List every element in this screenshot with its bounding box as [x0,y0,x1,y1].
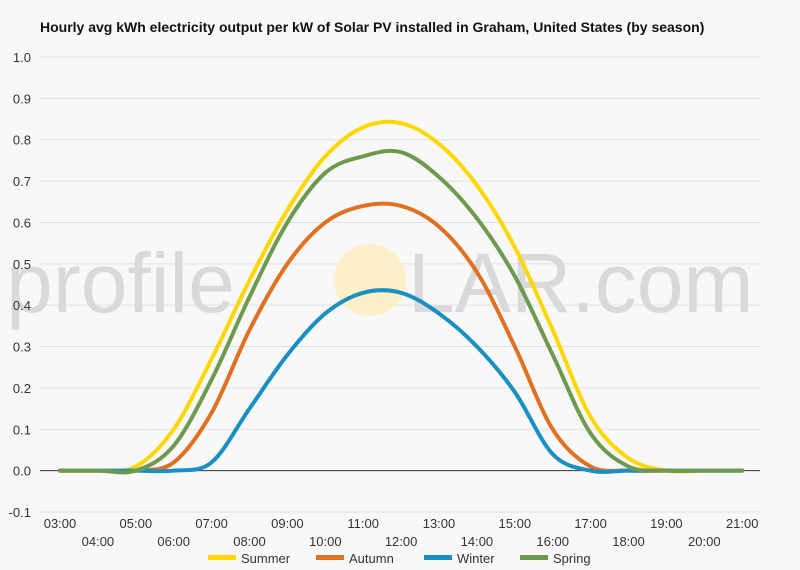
y-tick-label: 0.9 [13,91,31,106]
x-tick-label: 16:00 [536,534,569,549]
x-tick-label: 20:00 [688,534,721,549]
series-line-summer [58,119,745,474]
x-tick-label: 17:00 [574,516,607,531]
y-axis: -0.1 0.0 0.1 0.2 0.3 0.4 0.5 0.6 0.7 0.8 0.9 1.0 [9,50,31,520]
y-tick-label: -0.1 [9,505,31,520]
x-tick-label: 18:00 [612,534,645,549]
x-tick-label: 19:00 [650,516,683,531]
watermark: profile LAR.com [6,236,753,330]
legend-swatch-summer [208,555,236,560]
gridlines [40,56,760,513]
y-tick-label: 0.1 [13,422,31,437]
y-tick-label: 0.5 [13,257,31,272]
x-tick-label: 04:00 [82,534,115,549]
legend-swatch-autumn [316,555,344,560]
legend-label-spring: Spring [553,551,591,566]
legend-swatch-winter [424,555,452,560]
y-tick-label: 0.0 [13,464,31,479]
legend-swatch-spring [520,555,548,560]
legend-label-summer: Summer [241,551,291,566]
x-tick-label: 11:00 [347,516,379,531]
x-tick-label: 10:00 [309,534,342,549]
watermark-text: profile [6,236,235,330]
y-tick-label: 0.7 [13,174,31,189]
x-tick-label: 06:00 [157,534,190,549]
y-tick-label: 0.2 [13,381,31,396]
x-tick-label: 05:00 [120,516,153,531]
chart-title: Hourly avg kWh electricity output per kW… [40,19,705,35]
y-tick-label: 0.6 [13,215,31,230]
series-line-winter [58,288,745,474]
x-tick-label: 03:00 [44,516,77,531]
legend-label-winter: Winter [457,551,495,566]
legend: Summer Autumn Winter Spring [208,551,591,566]
x-tick-label: 13:00 [423,516,456,531]
series-lines [58,119,745,475]
y-tick-label: 1.0 [13,50,31,65]
series-line-spring [58,148,745,475]
x-tick-label: 07:00 [195,516,228,531]
y-tick-label: 0.4 [13,298,31,313]
x-tick-label: 21:00 [726,516,759,531]
x-tick-label: 15:00 [499,516,532,531]
y-tick-label: 0.3 [13,340,31,355]
watermark-text: LAR.com [408,236,753,330]
x-axis: 03:00 04:00 05:00 06:00 07:00 08:00 09:00 10:00… [44,516,759,549]
y-tick-label: 0.8 [13,133,31,148]
x-tick-label: 09:00 [271,516,304,531]
watermark-sun-icon [334,244,406,316]
legend-label-autumn: Autumn [349,551,394,566]
x-tick-label: 14:00 [461,534,494,549]
x-tick-label: 08:00 [233,534,266,549]
x-tick-label: 12:00 [385,534,418,549]
